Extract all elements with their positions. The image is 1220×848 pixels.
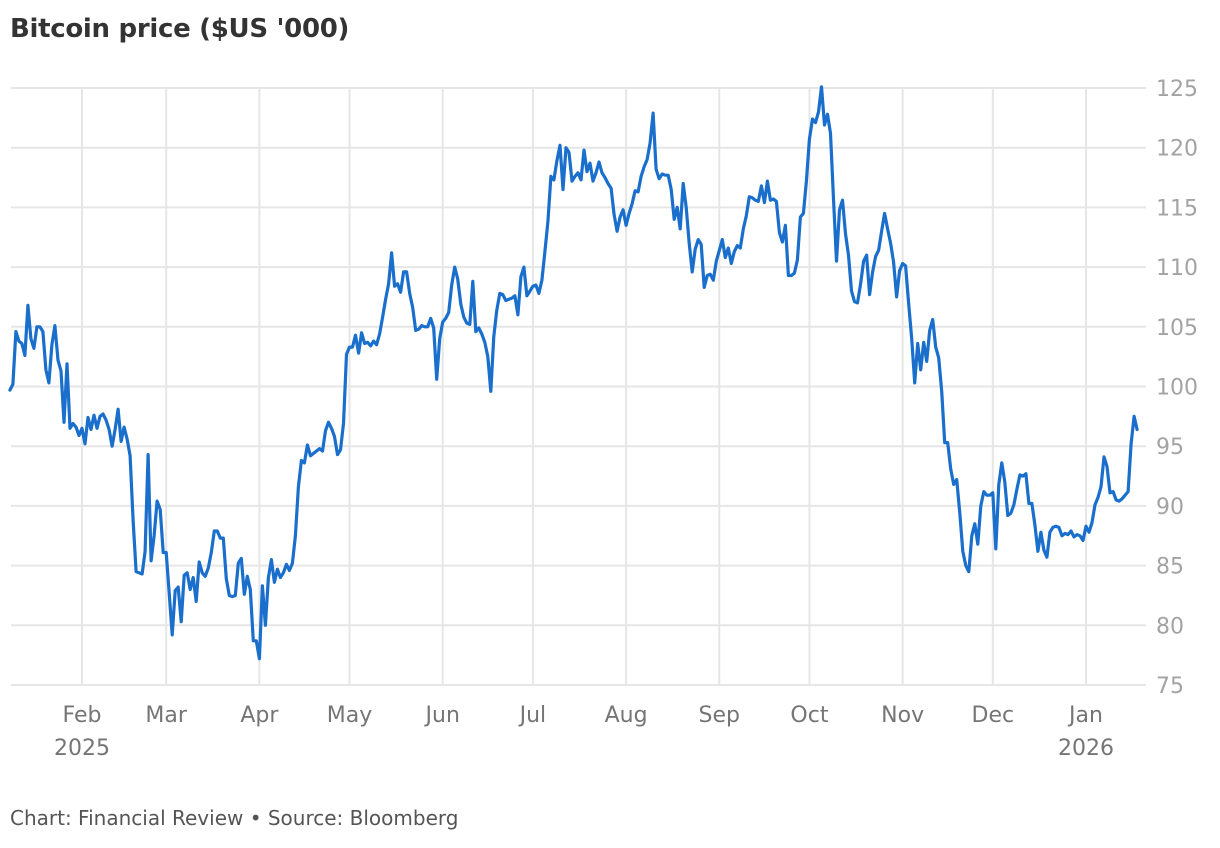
chart-title: Bitcoin price ($US '000) xyxy=(10,14,350,44)
x-tick-label: Oct xyxy=(790,703,828,728)
x-tick-label: Dec xyxy=(972,703,1015,728)
x-tick-label: Aug xyxy=(605,703,648,728)
y-tick-label: 75 xyxy=(1156,674,1184,699)
y-tick-label: 80 xyxy=(1156,614,1184,639)
x-tick-label: Mar xyxy=(145,703,187,728)
x-tick-label: Jul xyxy=(518,703,547,728)
y-tick-label: 120 xyxy=(1156,137,1198,162)
x-tick-label: Apr xyxy=(240,703,279,728)
y-tick-label: 90 xyxy=(1156,495,1184,520)
x-tick-label: Jun xyxy=(424,703,460,728)
y-tick-label: 125 xyxy=(1156,77,1198,102)
y-tick-label: 85 xyxy=(1156,555,1184,580)
y-tick-label: 95 xyxy=(1156,435,1184,460)
x-tick-year-label: 2026 xyxy=(1058,736,1114,761)
x-tick-label: Feb xyxy=(63,703,102,728)
y-tick-label: 100 xyxy=(1156,376,1198,401)
x-tick-label: Nov xyxy=(881,703,924,728)
bitcoin-price-line xyxy=(8,85,1139,661)
y-tick-label: 110 xyxy=(1156,256,1198,281)
x-axis-ticks: Feb 2025 Mar Apr May Jun Jul Aug Sep Oct Nov Dec Jan… xyxy=(54,703,1114,761)
y-tick-label: 105 xyxy=(1156,316,1198,341)
x-tick-label: Sep xyxy=(699,703,740,728)
y-axis-ticks: 75 80 85 90 95 100 105 110 115 120 125 xyxy=(1156,77,1198,699)
chart-source-footer: Chart: Financial Review • Source: Bloomb… xyxy=(10,806,459,830)
y-tick-label: 115 xyxy=(1156,196,1198,221)
x-tick-label: Jan xyxy=(1067,703,1103,728)
x-tick-year-label: 2025 xyxy=(54,736,110,761)
x-tick-label: May xyxy=(327,703,372,728)
